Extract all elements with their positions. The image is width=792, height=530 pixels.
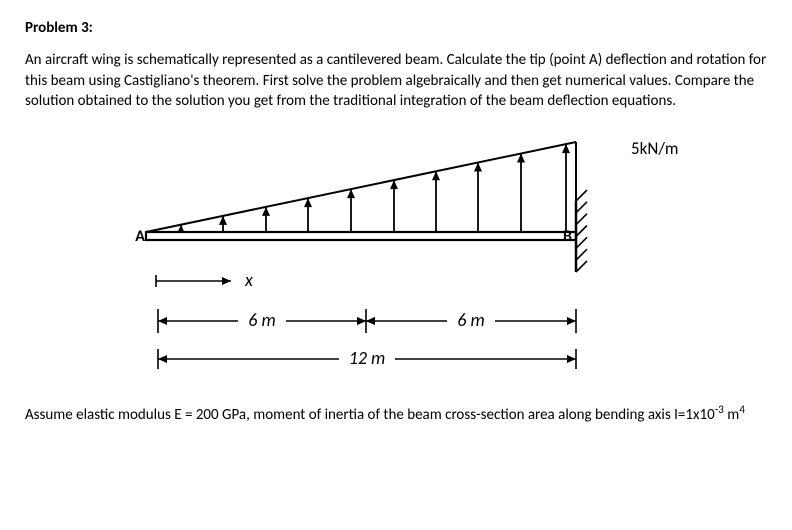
figure-container: 5kN/m A Bx 6 m 6 m 12 m [25, 129, 767, 389]
unit-m: m [724, 406, 739, 424]
problem-statement: An aircraft wing is schematically repres… [25, 50, 767, 111]
svg-text:12 m: 12 m [349, 347, 386, 369]
svg-text:B: B [563, 227, 572, 246]
exp-neg3: -3 [715, 403, 724, 417]
svg-text:6 m: 6 m [457, 309, 484, 331]
assumptions: Assume elastic modulus E = 200 GPa, mome… [25, 403, 767, 425]
svg-text:A: A [135, 227, 145, 246]
exp-4: 4 [739, 403, 745, 417]
svg-text:6 m: 6 m [248, 309, 275, 331]
svg-text:5kN/m: 5kN/m [631, 138, 678, 159]
beam-diagram: 5kN/m A Bx 6 m 6 m 12 m [76, 129, 716, 389]
svg-text:x: x [244, 269, 253, 291]
assumption-text: Assume elastic modulus E = 200 GPa, mome… [25, 406, 715, 424]
problem-title: Problem 3: [25, 18, 767, 38]
